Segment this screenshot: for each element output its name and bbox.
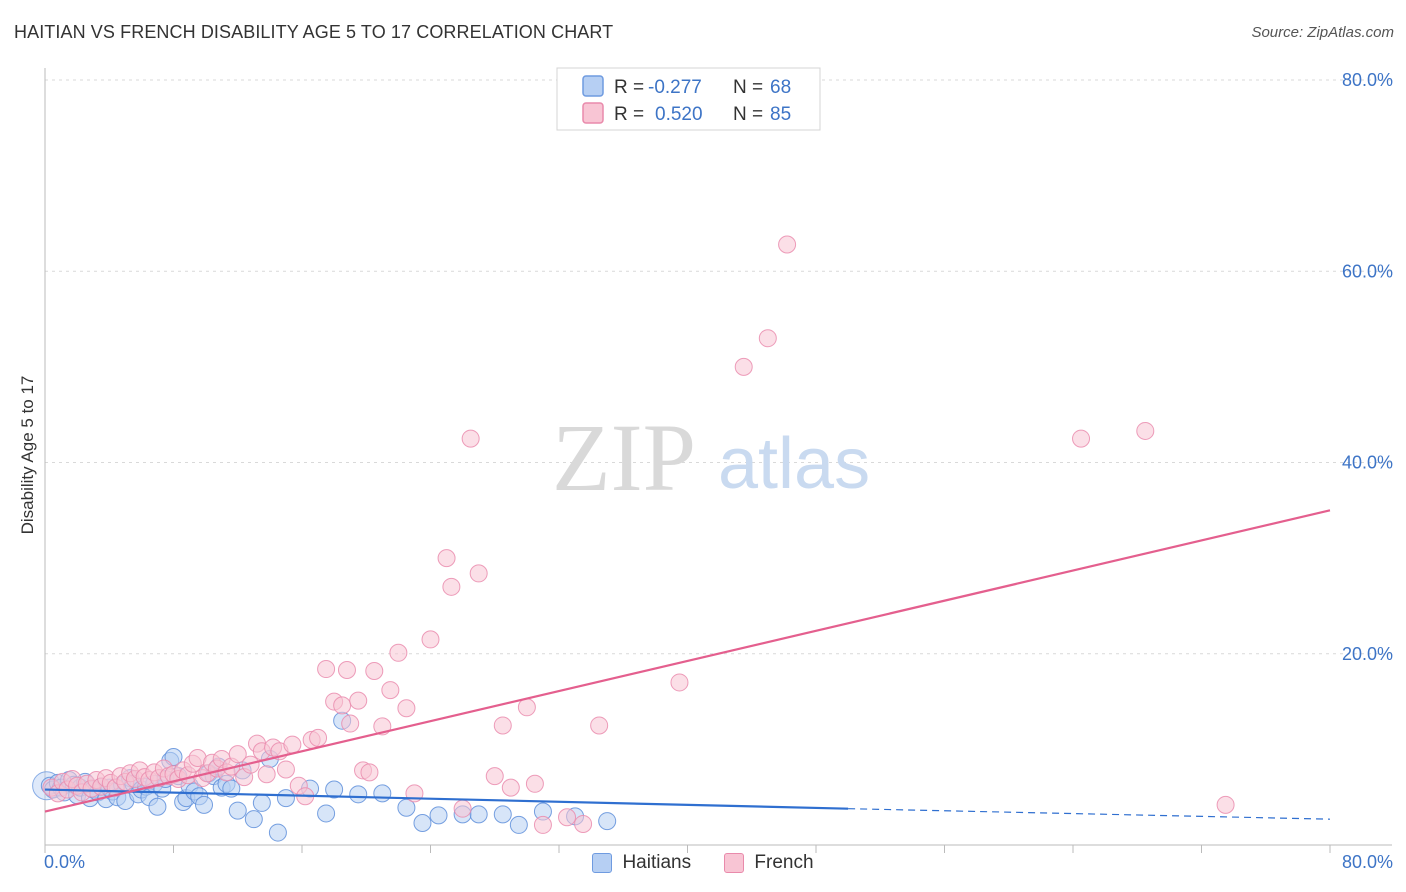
french-point <box>228 745 247 764</box>
haitians-point <box>195 795 214 814</box>
french-point <box>349 691 368 710</box>
french-n-label: N = <box>733 104 763 125</box>
watermark-atlas: atlas <box>718 424 870 504</box>
haitians-point <box>228 801 247 820</box>
french-point <box>309 728 328 747</box>
haitians-point <box>325 780 344 799</box>
french-point <box>381 681 400 700</box>
watermark: ZIP atlas <box>552 404 870 511</box>
x-tick-max: 80.0% <box>1341 852 1393 872</box>
french-points <box>42 235 1235 834</box>
haitians-point <box>349 785 368 804</box>
french-point <box>533 815 552 834</box>
french-point <box>778 235 797 254</box>
haitians-point <box>598 812 617 831</box>
french-point <box>574 814 593 833</box>
x-tick-min: 0.0% <box>44 852 86 872</box>
french-trend-line <box>44 509 1331 813</box>
french-r-value: 0.520 <box>655 104 703 125</box>
french-n-value: 85 <box>770 104 791 125</box>
haitians-point <box>252 793 271 812</box>
haitians-point <box>469 805 488 824</box>
french-point <box>257 765 276 784</box>
french-point <box>461 429 480 448</box>
haitians-point <box>413 814 432 833</box>
legend-label-french: French <box>754 852 814 873</box>
haitians-r-label: R = <box>614 77 644 98</box>
stats-box: R = -0.277 N = 68 R = 0.520 N = 85 <box>556 67 821 131</box>
french-point <box>734 357 753 376</box>
legend-swatch-haitians <box>592 853 613 873</box>
french-point <box>453 799 472 818</box>
haitians-point <box>244 810 263 829</box>
haitians-point <box>268 823 287 842</box>
haitians-point <box>493 805 512 824</box>
french-point <box>442 577 461 596</box>
french-point <box>493 716 512 735</box>
haitians-n-label: N = <box>733 77 763 98</box>
haitians-n-value: 68 <box>770 77 791 98</box>
gridlines <box>45 79 1392 655</box>
french-point <box>1136 421 1155 440</box>
french-point <box>517 698 536 717</box>
french-point <box>317 660 336 679</box>
french-point <box>1216 795 1235 814</box>
french-point <box>341 714 360 733</box>
watermark-zip: ZIP <box>552 404 696 511</box>
french-point <box>1072 429 1091 448</box>
legend-item-haitians[interactable]: Haitians <box>592 852 691 874</box>
french-point <box>421 630 440 649</box>
y-tick-label-60: 60.0% <box>1342 261 1393 281</box>
french-point <box>437 549 456 568</box>
source-credit: Source: ZipAtlas.com <box>1251 24 1394 41</box>
french-point <box>333 696 352 715</box>
haitians-point <box>429 806 448 825</box>
french-point <box>397 699 416 718</box>
legend: Haitians French <box>0 852 1406 879</box>
haitians-point <box>509 815 528 834</box>
y-tick-labels: 20.0% 40.0% 60.0% 80.0% <box>1342 70 1393 664</box>
haitians-point <box>276 789 295 808</box>
french-point <box>485 767 504 786</box>
french-swatch <box>582 102 604 124</box>
haitians-r-value: -0.277 <box>648 77 702 98</box>
y-tick-label-80: 80.0% <box>1342 70 1393 90</box>
legend-swatch-french <box>724 853 745 873</box>
haitians-point <box>373 784 392 803</box>
french-point <box>360 763 379 782</box>
french-point <box>525 774 544 793</box>
haitians-trend-line <box>44 788 849 810</box>
haitians-trend-extension <box>848 808 1331 820</box>
french-point <box>389 643 408 662</box>
legend-label-haitians: Haitians <box>622 852 692 873</box>
french-point <box>469 564 488 583</box>
french-point <box>276 760 295 779</box>
trend-lines <box>44 509 1331 820</box>
french-point <box>590 716 609 735</box>
haitians-point <box>148 797 167 816</box>
french-point <box>337 661 356 680</box>
french-r-label: R = <box>614 104 644 125</box>
french-point <box>670 673 689 692</box>
french-point <box>558 808 577 827</box>
haitians-swatch <box>582 75 604 97</box>
french-point <box>365 661 384 680</box>
french-point <box>758 329 777 348</box>
y-tick-label-40: 40.0% <box>1342 453 1393 473</box>
y-tick-label-20: 20.0% <box>1342 644 1393 664</box>
chart-title: HAITIAN VS FRENCH DISABILITY AGE 5 TO 17… <box>14 22 614 42</box>
legend-item-french[interactable]: French <box>724 852 814 874</box>
french-point <box>501 778 520 797</box>
axes <box>44 68 1392 853</box>
french-point <box>283 735 302 754</box>
haitians-point <box>317 804 336 823</box>
